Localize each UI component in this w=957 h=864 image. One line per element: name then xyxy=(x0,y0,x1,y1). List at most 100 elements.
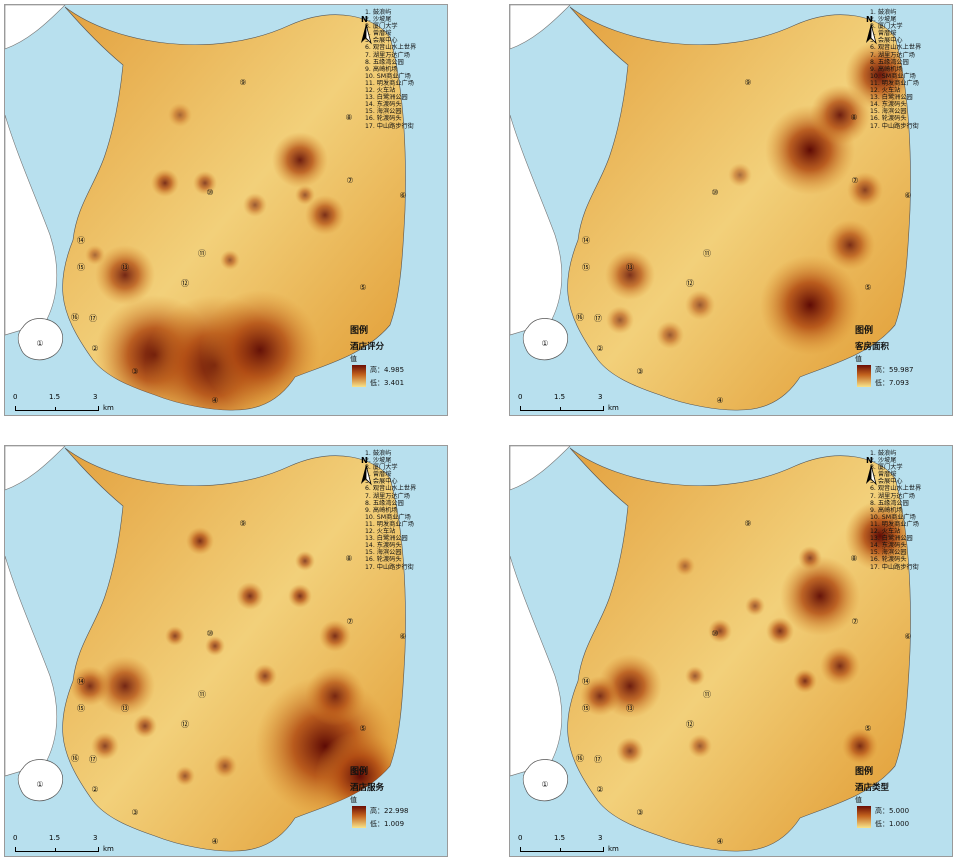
place-list-item: 4. 曾厝垵 xyxy=(870,471,897,479)
place-list-item: 7. 湖里万达广场 xyxy=(870,51,915,59)
place-list-item: 10. SM商业广场 xyxy=(870,72,916,80)
hotspot xyxy=(606,306,634,334)
hotspot xyxy=(766,617,794,645)
place-marker: ⑦ xyxy=(851,617,858,626)
place-list-item: 6. 观音山水上世界 xyxy=(365,485,417,493)
place-list-item: 7. 湖里万达广场 xyxy=(870,492,915,500)
place-marker: ⑥ xyxy=(399,632,406,641)
hotspot xyxy=(708,619,732,643)
north-arrow: N xyxy=(357,456,375,486)
place-marker: ⑪ xyxy=(703,249,711,258)
hotspot xyxy=(295,185,315,205)
legend-high: 高：22.998 xyxy=(370,807,409,815)
place-marker: ① xyxy=(36,780,43,789)
place-list-item: 10. SM商业广场 xyxy=(365,72,411,80)
place-marker: ⑮ xyxy=(77,263,85,272)
scale-unit: km xyxy=(608,404,619,412)
legend-color-ramp xyxy=(857,806,871,828)
place-list-item: 12. 火车站 xyxy=(870,528,901,536)
legend-color-ramp xyxy=(857,365,871,387)
place-marker: ③ xyxy=(131,367,138,376)
place-marker: ⑭ xyxy=(77,236,85,245)
place-list-item: 15. 海滨公园 xyxy=(870,108,907,116)
scale-unit: km xyxy=(608,845,619,853)
place-list-item: 12. 火车站 xyxy=(365,528,396,536)
legend-low: 低：1.009 xyxy=(370,820,405,828)
hotspot xyxy=(820,646,860,686)
hotspot xyxy=(688,734,712,758)
legend-color-ramp xyxy=(352,806,366,828)
scale-tick-1: 1.5 xyxy=(554,834,566,842)
legend-title: 图例 xyxy=(855,326,874,336)
place-list-item: 1. 鼓浪屿 xyxy=(365,9,392,16)
density-hotspots xyxy=(70,527,405,821)
place-list-item: 16. 轮渡码头 xyxy=(365,115,402,123)
scale-tick-0: 0 xyxy=(518,834,523,842)
place-marker: ⑦ xyxy=(346,176,353,185)
place-marker: ⑨ xyxy=(239,519,246,528)
mainland-shape xyxy=(5,446,66,491)
scale-bar-line xyxy=(520,847,604,852)
scale-bar: 0 1.5 3 km xyxy=(11,834,131,856)
place-marker: ⑨ xyxy=(744,519,751,528)
place-list-item: 8. 五缘湾公园 xyxy=(365,58,404,66)
place-marker: ⑩ xyxy=(206,629,213,638)
hotspot xyxy=(186,527,214,555)
hotspot xyxy=(825,220,875,270)
place-list-item: 17. 中山路步行街 xyxy=(870,122,919,130)
place-list-item: 9. 高崎机场 xyxy=(870,65,903,73)
legend-value-label: 值 xyxy=(855,796,862,804)
place-list-item: 13. 白鹭洲公园 xyxy=(870,535,913,543)
place-list-item: 8. 五缘湾公园 xyxy=(870,499,909,507)
place-list-item: 6. 观音山水上世界 xyxy=(870,485,922,493)
place-list-item: 13. 白鹭洲公园 xyxy=(365,94,408,102)
hotspot xyxy=(91,732,119,760)
place-list: 1. 鼓浪屿 2. 沙坡尾 3. 厦门大学 4. 曾厝垵 5. 会展中心 6. 观音山水上… xyxy=(870,450,948,571)
map-canvas: ① ② ③ ④ ⑤ ⑥ ⑦ ⑧ ⑨ ⑩ ⑪ ⑫ ⑬ ⑭ ⑮ ⑯ ⑰ xyxy=(510,5,912,411)
place-marker: ⑦ xyxy=(851,176,858,185)
north-arrow-icon xyxy=(866,23,877,45)
density-hotspots xyxy=(605,40,911,355)
place-list-item: 12. 火车站 xyxy=(365,87,396,95)
legend-title: 图例 xyxy=(855,767,874,777)
place-marker: ① xyxy=(36,339,43,348)
map-canvas: ① ② ③ ④ ⑤ ⑥ ⑦ ⑧ ⑨ ⑩ ⑪ ⑫ ⑬ ⑭ ⑮ ⑯ ⑰ xyxy=(5,5,407,411)
place-list-item: 17. 中山路步行街 xyxy=(870,563,919,571)
hotspot xyxy=(793,669,817,693)
scale-bar-line xyxy=(520,406,604,411)
place-marker: ⑪ xyxy=(198,690,206,699)
place-list-item: 15. 海滨公园 xyxy=(365,549,402,557)
place-marker: ⑤ xyxy=(359,724,366,733)
place-marker: ⑫ xyxy=(181,279,189,288)
hotspot xyxy=(95,656,155,716)
density-hotspots xyxy=(580,501,911,765)
xiamen-island xyxy=(567,447,911,852)
scale-bar-line xyxy=(15,406,99,411)
hotspot xyxy=(319,620,351,652)
place-list-item: 5. 会展中心 xyxy=(870,37,903,45)
place-list-item: 4. 曾厝垵 xyxy=(365,471,392,479)
place-marker: ⑬ xyxy=(626,704,634,713)
legend-field: 酒店评分 xyxy=(350,342,385,352)
mainland-shape xyxy=(510,446,571,491)
legend-title: 图例 xyxy=(350,767,369,777)
place-list-item: 14. 东渡码头 xyxy=(870,101,907,109)
gulangyu-island xyxy=(17,759,64,802)
scale-tick-1: 1.5 xyxy=(49,834,61,842)
scale-tick-1: 1.5 xyxy=(49,393,61,401)
place-list-item: 8. 五缘湾公园 xyxy=(870,58,909,66)
place-marker: ⑬ xyxy=(626,263,634,272)
scale-tick-2: 3 xyxy=(93,834,98,842)
place-list-item: 3. 厦门大学 xyxy=(365,464,398,472)
legend-value-label: 值 xyxy=(855,355,862,363)
place-marker: ⑬ xyxy=(121,704,129,713)
place-list-item: 5. 会展中心 xyxy=(365,478,398,486)
place-list-item: 4. 曾厝垵 xyxy=(870,30,897,38)
place-marker: ⑭ xyxy=(77,677,85,686)
place-marker: ⑤ xyxy=(359,283,366,292)
north-arrow-icon xyxy=(361,464,372,486)
place-marker: ⑪ xyxy=(703,690,711,699)
place-marker: ④ xyxy=(716,396,723,405)
place-marker: ③ xyxy=(636,808,643,817)
place-list-item: 2. 沙坡尾 xyxy=(870,16,897,24)
